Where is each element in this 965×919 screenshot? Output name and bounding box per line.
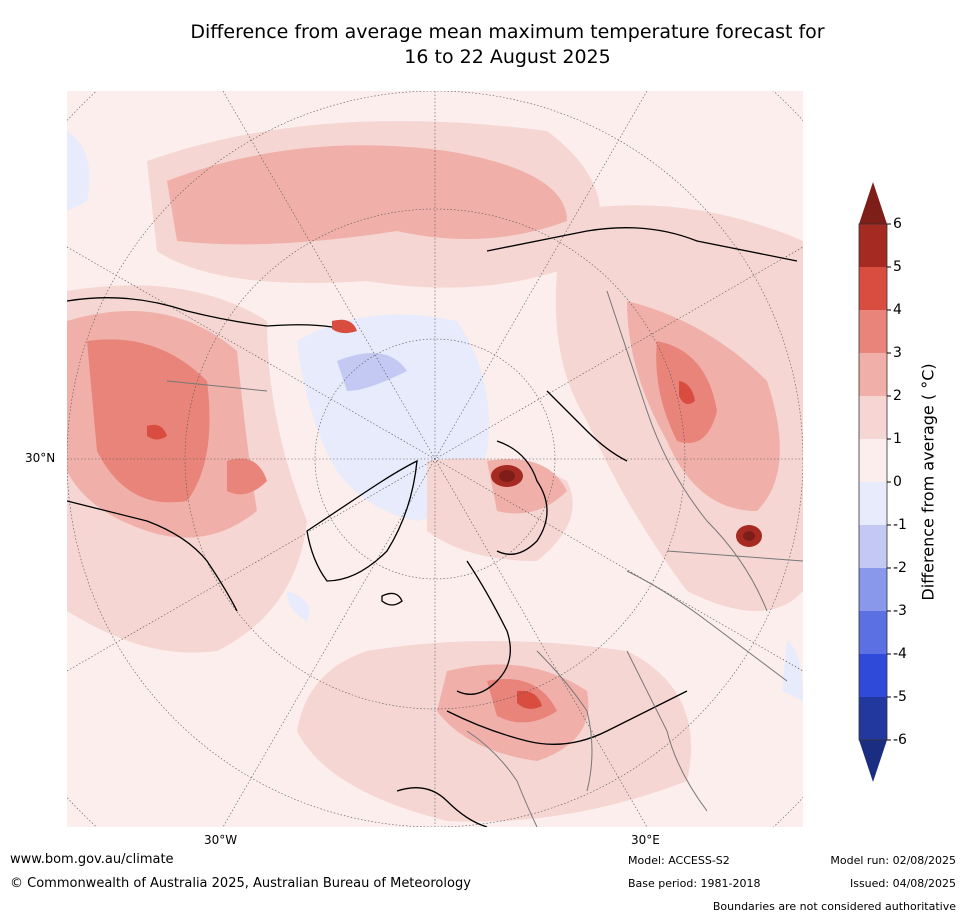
model-text: Model: ACCESS-S2	[628, 854, 730, 867]
colorbar-tick-label: 3	[893, 345, 902, 361]
base-period-text: Base period: 1981-2018	[628, 877, 761, 890]
colorbar-tick-label: 6	[893, 216, 902, 232]
colorbar-segment	[859, 396, 887, 439]
colorbar-tick-label: -6	[893, 732, 907, 748]
atlantic-cool-patch	[287, 591, 310, 621]
map-canvas	[67, 91, 803, 827]
country-borders	[166, 290, 803, 827]
siberia-6-plus-core	[743, 531, 755, 541]
colorbar-tick-marks	[887, 223, 891, 741]
colorbar-tick-label: 1	[893, 431, 902, 447]
lon-label-30e: 30°E	[631, 833, 660, 847]
colorbar-segment	[859, 353, 887, 396]
graticule	[67, 91, 803, 827]
disclaimer-text: Boundaries are not considered authoritat…	[712, 900, 956, 913]
model-run-text: Model run: 02/08/2025	[830, 854, 956, 867]
colorbar-tick-label: 0	[893, 474, 902, 490]
colorbar-segment	[859, 439, 887, 482]
copyright-text: © Commonwealth of Australia 2025, Austra…	[10, 876, 471, 891]
colorbar-segment	[859, 310, 887, 353]
colorbar-tick-label: 2	[893, 388, 902, 404]
scandinavia-6-plus-core	[499, 470, 515, 482]
colorbar-extend-low	[859, 740, 887, 782]
colorbar-segment	[859, 267, 887, 310]
colorbar-segments	[859, 224, 887, 740]
coastlines	[67, 227, 798, 827]
siberia-4-5-spot	[679, 381, 695, 405]
pacific-2-3-area	[167, 145, 567, 245]
colorbar-segment	[859, 525, 887, 568]
colorbar-tick-label: -3	[893, 603, 907, 619]
colorbar	[858, 182, 891, 782]
colorbar-tick-label: -1	[893, 517, 907, 533]
anomaly-neg-patch	[67, 131, 90, 211]
issued-text: Issued: 04/08/2025	[849, 877, 956, 890]
title-line-2: 16 to 22 August 2025	[404, 46, 611, 68]
forecast-map	[67, 91, 803, 827]
hudson-3-4-area	[227, 458, 267, 495]
colorbar-tick-label: 5	[893, 259, 902, 275]
colorbar-label: Difference from average ( °C)	[918, 363, 938, 601]
arctic-cool-core	[337, 353, 407, 391]
title-line-1: Difference from average mean maximum tem…	[190, 21, 825, 43]
colorbar-segment	[859, 568, 887, 611]
colorbar-segment	[859, 654, 887, 697]
lon-label-30w: 30°W	[204, 833, 238, 847]
north-america-4-5-spot	[147, 424, 167, 440]
colorbar-tick-label: -4	[893, 646, 907, 662]
colorbar-tick-label: -5	[893, 689, 907, 705]
europe-4-5-spot	[517, 690, 542, 709]
alaska-4-5-spot	[332, 319, 357, 334]
east-cool-patch	[782, 641, 803, 701]
colorbar-segment	[859, 224, 887, 267]
colorbar-segment	[859, 482, 887, 525]
colorbar-tick-label: 4	[893, 302, 902, 318]
chart-title: Difference from average mean maximum tem…	[0, 20, 965, 70]
colorbar-segment	[859, 697, 887, 740]
colorbar-extend-high	[859, 182, 887, 224]
lat-label-30n: 30°N	[25, 451, 56, 465]
website-link[interactable]: www.bom.gov.au/climate	[10, 852, 174, 867]
colorbar-segment	[859, 611, 887, 654]
north-america-3-4-area	[87, 339, 210, 503]
colorbar-tick-label: -2	[893, 560, 907, 576]
